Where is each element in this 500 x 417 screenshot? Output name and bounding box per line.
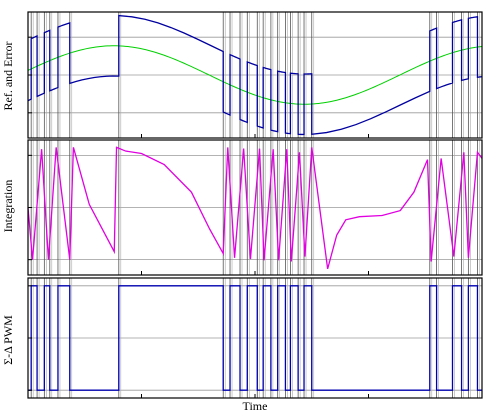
ylabel-middle: Integration: [1, 180, 15, 233]
series-top-error-envelope: [27, 14, 483, 136]
series-top-reference: [27, 45, 483, 105]
ylabel-top: Ref. and Error: [1, 42, 15, 111]
panel-middle: [27, 139, 483, 276]
series-bottom-pwm: [27, 285, 483, 391]
panels: [27, 11, 483, 399]
ylabel-bottom: Σ-Δ PWM: [1, 315, 15, 365]
series-middle-integrator-output: [27, 146, 483, 270]
panel-top: [27, 11, 483, 139]
panel-bottom: [27, 277, 483, 399]
xlabel: Time: [243, 399, 268, 413]
